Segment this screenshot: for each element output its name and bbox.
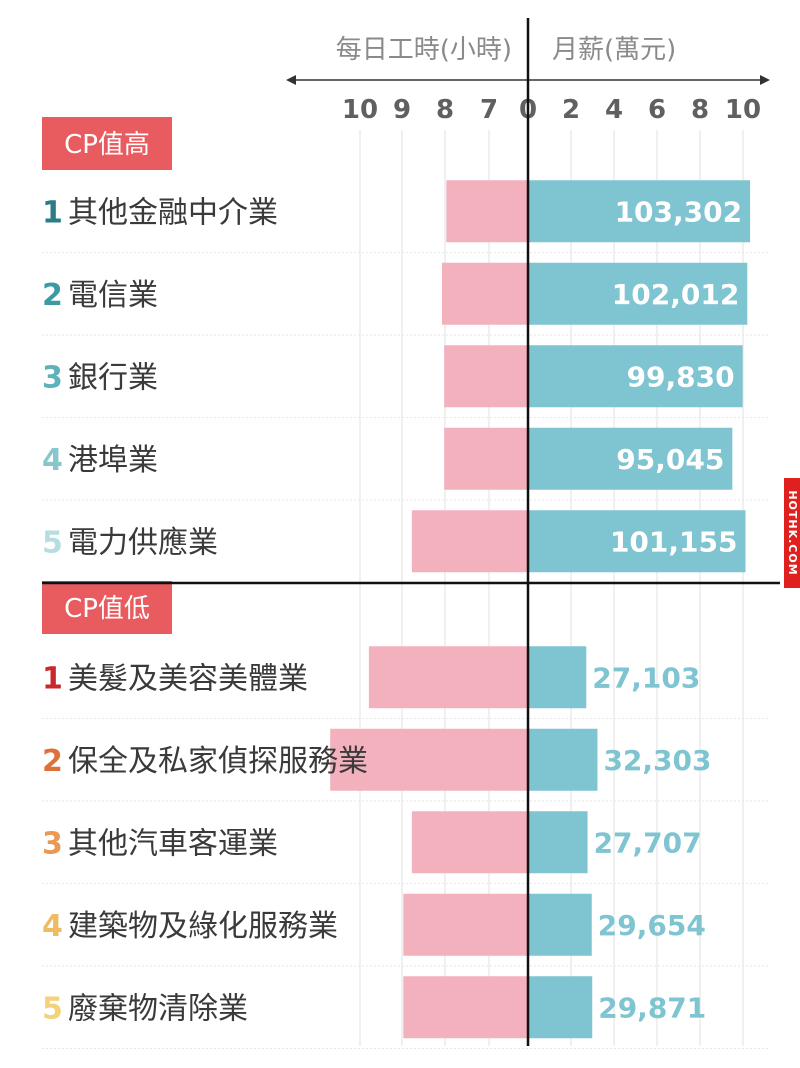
salary-value-label: 27,103	[592, 661, 700, 694]
salary-bar	[528, 811, 588, 874]
category-label: 電力供應業	[68, 525, 218, 560]
category-label: 電信業	[68, 278, 158, 313]
category-label: 建築物及綠化服務業	[68, 909, 338, 944]
hours-bar	[403, 893, 528, 956]
salary-value-label: 102,012	[612, 278, 740, 311]
salary-value-label: 99,830	[627, 360, 735, 393]
salary-value-label: 95,045	[616, 443, 724, 476]
chart-header: 每日工時(小時) 月薪(萬元)	[286, 35, 770, 85]
section-title: CP值高	[64, 130, 150, 160]
category-label: 其他金融中介業	[68, 195, 278, 230]
category-label: 銀行業	[68, 360, 158, 395]
hours-bar	[411, 811, 528, 874]
hours-bar	[444, 345, 528, 408]
salary-bar	[528, 510, 746, 573]
rank-number: 2	[42, 278, 63, 313]
section-badge	[42, 581, 172, 634]
rank-number: 3	[42, 826, 63, 861]
salary-value-label: 27,707	[594, 826, 702, 859]
salary-bar	[528, 893, 592, 956]
hours-bar	[368, 646, 528, 709]
category-label: 美髮及美容美體業	[68, 661, 308, 696]
category-label: 其他汽車客運業	[68, 826, 278, 861]
salary-tick-label: 4	[605, 95, 623, 125]
hours-tick-label: 7	[480, 95, 498, 125]
salary-tick-label: 10	[725, 95, 761, 125]
rank-number: 4	[42, 443, 63, 478]
category-label: 港埠業	[68, 443, 158, 478]
salary-bar	[528, 427, 733, 490]
section-title: CP值低	[64, 594, 150, 624]
right-arrow-icon	[760, 75, 770, 85]
salary-bar	[528, 262, 748, 325]
rank-number: 5	[42, 991, 63, 1026]
category-label: 廢棄物清除業	[68, 991, 248, 1026]
hours-bar	[446, 180, 528, 243]
salary-value-label: 103,302	[615, 195, 743, 228]
salary-tick-label: 2	[562, 95, 580, 125]
rank-number: 2	[42, 744, 63, 779]
salary-axis-label: 月薪(萬元)	[552, 35, 676, 65]
watermark-badge	[784, 478, 800, 588]
axis-ticks: 109870246810	[342, 95, 761, 125]
hours-axis-label: 每日工時(小時)	[336, 35, 512, 65]
rank-number: 5	[42, 525, 63, 560]
hours-tick-label: 9	[393, 95, 411, 125]
salary-bar	[528, 646, 587, 709]
salary-value-label: 29,871	[598, 991, 706, 1024]
salary-bar	[528, 728, 598, 791]
hours-bar	[444, 427, 528, 490]
salary-bar	[528, 180, 751, 243]
salary-tick-label: 6	[648, 95, 666, 125]
hours-bar	[442, 262, 528, 325]
salary-bar	[528, 345, 743, 408]
rank-number: 1	[42, 195, 63, 230]
hours-bar	[403, 976, 528, 1039]
hours-tick-label: 10	[342, 95, 378, 125]
rank-number: 3	[42, 360, 63, 395]
watermark-text: HOTHK.COM	[786, 490, 799, 575]
salary-value-label: 101,155	[610, 525, 738, 558]
salary-tick-label: 8	[691, 95, 709, 125]
left-arrow-icon	[286, 75, 296, 85]
salary-value-label: 32,303	[603, 744, 711, 777]
rank-number: 4	[42, 909, 63, 944]
section-badge	[42, 117, 172, 170]
salary-bar	[528, 976, 593, 1039]
hours-bar	[411, 510, 528, 573]
rank-number: 1	[42, 661, 63, 696]
hours-tick-label: 8	[436, 95, 454, 125]
category-label: 保全及私家偵探服務業	[68, 744, 368, 779]
watermark: HOTHK.COM	[784, 478, 800, 588]
salary-value-label: 29,654	[598, 909, 706, 942]
hours-bar	[330, 728, 528, 791]
